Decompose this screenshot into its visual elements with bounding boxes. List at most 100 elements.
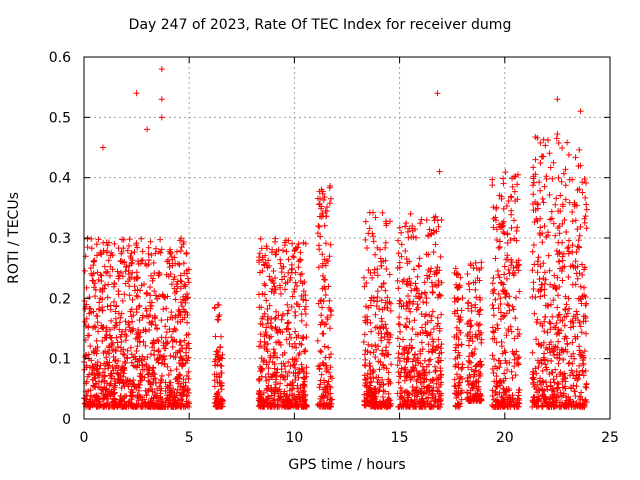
- data-point: [370, 233, 377, 240]
- data-point: [418, 311, 425, 318]
- data-point: [476, 307, 483, 314]
- data-point: [499, 398, 506, 405]
- data-point: [530, 285, 537, 292]
- data-point: [182, 283, 189, 290]
- data-point: [386, 271, 393, 278]
- data-point: [112, 347, 119, 354]
- data-point: [573, 308, 580, 315]
- data-point: [302, 303, 309, 310]
- data-point: [408, 287, 415, 294]
- data-point: [152, 292, 159, 299]
- data-point: [326, 253, 333, 260]
- data-point: [514, 326, 521, 333]
- data-point: [437, 365, 444, 372]
- data-point: [81, 267, 88, 274]
- data-point: [548, 208, 555, 215]
- data-point: [134, 343, 141, 350]
- data-point: [151, 288, 158, 295]
- data-point: [162, 323, 169, 330]
- data-point: [100, 247, 107, 254]
- data-point: [503, 310, 510, 317]
- data-point: [382, 287, 389, 294]
- data-point: [472, 279, 479, 286]
- data-point: [534, 269, 541, 276]
- data-point: [118, 250, 125, 257]
- data-point: [434, 403, 441, 410]
- data-point: [547, 320, 554, 327]
- data-point: [549, 313, 556, 320]
- data-point: [490, 275, 497, 282]
- data-point: [93, 241, 100, 248]
- data-point: [175, 260, 182, 267]
- data-point: [298, 317, 305, 324]
- data-point: [426, 226, 433, 233]
- data-point: [265, 395, 272, 402]
- data-point: [406, 342, 413, 349]
- data-point: [582, 367, 589, 374]
- data-point: [176, 261, 183, 268]
- data-point: [427, 268, 434, 275]
- data-point: [139, 257, 146, 264]
- data-point: [512, 315, 519, 322]
- data-point: [403, 305, 410, 312]
- data-point: [493, 373, 500, 380]
- data-point: [537, 342, 544, 349]
- data-point: [177, 247, 184, 254]
- data-point: [255, 376, 262, 383]
- data-point: [318, 312, 325, 319]
- data-point: [398, 365, 405, 372]
- data-point: [580, 372, 587, 379]
- data-point: [569, 218, 576, 225]
- data-point: [537, 293, 544, 300]
- data-point: [214, 391, 221, 398]
- data-point: [303, 370, 310, 377]
- data-point: [184, 319, 191, 326]
- data-point: [546, 191, 553, 198]
- data-point: [583, 201, 590, 208]
- data-point: [300, 334, 307, 341]
- data-point: [101, 263, 108, 270]
- data-point: [399, 336, 406, 343]
- data-point: [301, 278, 308, 285]
- data-point: [381, 304, 388, 311]
- data-point: [554, 251, 561, 258]
- data-point: [158, 372, 165, 379]
- data-point: [421, 390, 428, 397]
- data-point: [292, 308, 299, 315]
- data-point: [555, 360, 562, 367]
- data-point: [183, 251, 190, 258]
- data-point: [111, 395, 118, 402]
- data-point: [155, 338, 162, 345]
- data-point: [125, 383, 132, 390]
- data-point: [150, 259, 157, 266]
- data-point: [543, 344, 550, 351]
- data-point: [366, 209, 373, 216]
- data-point: [291, 395, 298, 402]
- data-point: [214, 379, 221, 386]
- data-point: [147, 403, 154, 410]
- data-point: [170, 385, 177, 392]
- data-point: [406, 275, 413, 282]
- data-point: [427, 403, 434, 410]
- data-point: [129, 296, 136, 303]
- data-point: [87, 403, 94, 410]
- data-point: [557, 192, 564, 199]
- data-point: [91, 323, 98, 330]
- data-point: [286, 396, 293, 403]
- data-point: [472, 286, 479, 293]
- data-point: [500, 377, 507, 384]
- data-point: [262, 328, 269, 335]
- data-point: [499, 287, 506, 294]
- data-point: [577, 323, 584, 330]
- data-point: [185, 340, 192, 347]
- y-tick-label: 0.4: [49, 171, 71, 187]
- data-point: [498, 279, 505, 286]
- data-point: [495, 305, 502, 312]
- data-point: [395, 403, 402, 410]
- data-point: [490, 312, 497, 319]
- data-point: [408, 336, 415, 343]
- data-point: [427, 356, 434, 363]
- data-point: [553, 135, 560, 142]
- data-point: [300, 296, 307, 303]
- data-point: [579, 261, 586, 268]
